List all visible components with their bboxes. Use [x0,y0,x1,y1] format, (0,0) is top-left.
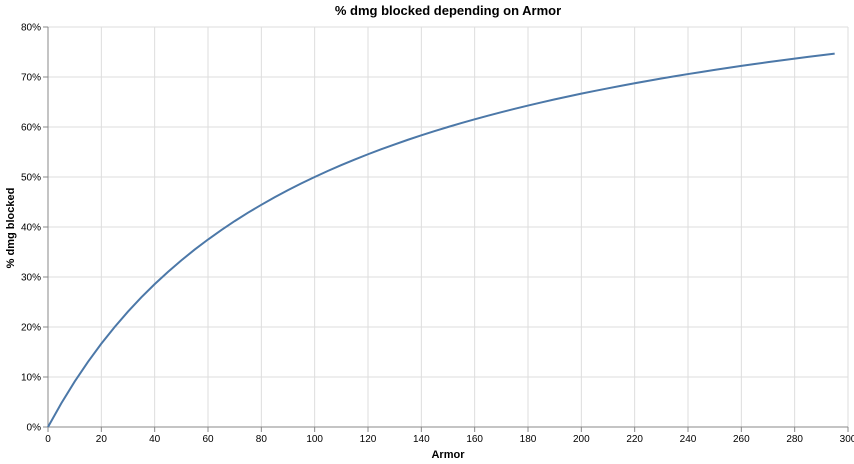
series-line [47,52,835,428]
x-tick-label: 120 [360,434,377,445]
x-tick-label: 60 [202,434,214,445]
x-axis-title: Armor [431,449,465,461]
x-tick-label: 0 [45,434,51,445]
x-tick-label: 240 [680,434,697,445]
y-axis-title: % dmg blocked [5,188,17,269]
y-tick-label: 50% [21,173,41,184]
grid [47,26,849,428]
chart-title: % dmg blocked depending on Armor [335,3,561,18]
y-tick-label: 70% [21,73,41,84]
y-tick-label: 30% [21,273,41,284]
x-tick-label: 300 [840,434,854,445]
x-tick-label: 220 [626,434,643,445]
y-tick-label: 10% [21,373,41,384]
x-tick-label: 200 [573,434,590,445]
x-tick-label: 20 [96,434,108,445]
x-tick-label: 160 [466,434,483,445]
series-layer [47,52,835,428]
y-tick-label: 20% [21,323,41,334]
y-tick-label: 40% [21,223,41,234]
x-tick-label: 260 [733,434,750,445]
x-tick-label: 100 [306,434,323,445]
y-tick-label: 60% [21,123,41,134]
y-tick-label: 80% [21,23,41,34]
y-tick-label: 0% [27,423,42,434]
x-tick-label: 180 [520,434,537,445]
axes: 0 20 40 60 80 100 120 140 160 180 200 220 240 260 280 3… [21,23,854,446]
x-tick-label: 40 [149,434,161,445]
x-tick-label: 80 [256,434,268,445]
x-tick-label: 280 [786,434,803,445]
x-tick-label: 140 [413,434,430,445]
